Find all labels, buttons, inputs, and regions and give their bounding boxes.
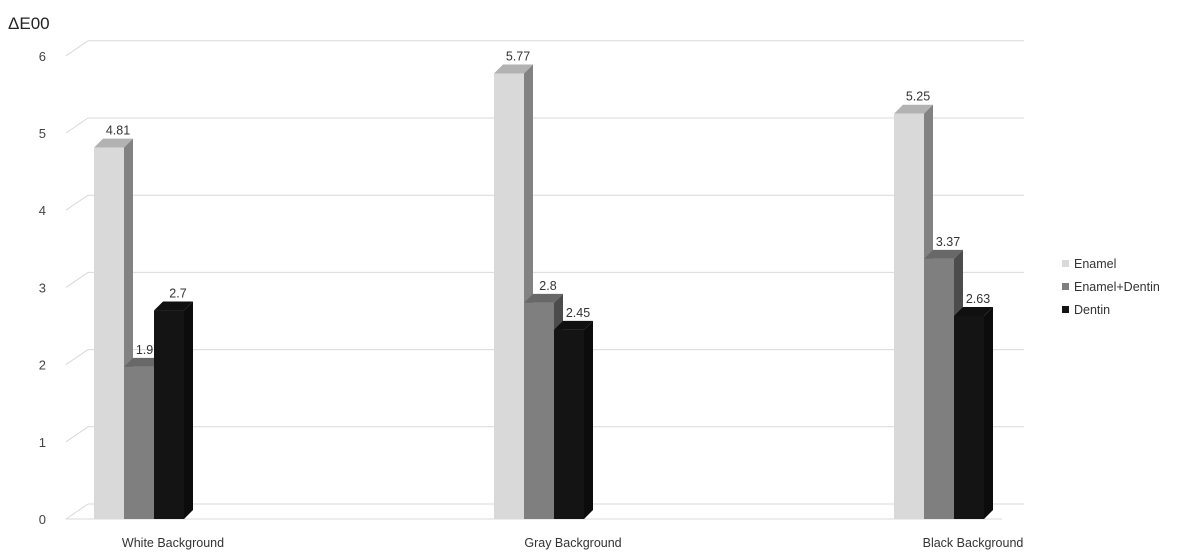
y-tick-label: 4 xyxy=(39,203,46,218)
y-ticks: 0 1 2 3 4 5 6 xyxy=(39,49,46,527)
bar xyxy=(154,301,193,519)
y-tick-label: 3 xyxy=(39,280,46,295)
data-label: 2.45 xyxy=(566,306,590,320)
data-label: 2.63 xyxy=(966,292,990,306)
bar-front xyxy=(924,258,954,519)
bar-top xyxy=(894,104,933,114)
y-tick-label: 5 xyxy=(39,126,46,141)
y-axis-label: ΔE00 xyxy=(8,14,50,33)
gridline-depth xyxy=(65,271,89,288)
legend-label: Enamel xyxy=(1074,256,1117,271)
bar-top xyxy=(954,306,993,316)
legend-swatch xyxy=(1062,260,1069,267)
data-label: 3.37 xyxy=(936,235,960,249)
x-tick-label: Gray Background xyxy=(524,536,621,550)
bar-front xyxy=(94,147,124,519)
bar xyxy=(494,64,533,519)
bar-group: 5.25 3.37 2.63 xyxy=(894,90,993,519)
bar-top xyxy=(94,138,133,148)
x-tick-label: White Background xyxy=(122,536,224,550)
x-tick-label: Black Background xyxy=(923,536,1024,550)
y-tick-label: 2 xyxy=(39,358,46,373)
gridline-depth xyxy=(65,349,89,366)
gridline-depth xyxy=(65,117,89,134)
bar-side xyxy=(184,301,193,519)
gridline-depth xyxy=(65,426,89,443)
legend: Enamel Enamel+Dentin Dentin xyxy=(1062,252,1160,321)
bar xyxy=(954,306,993,519)
gridline-depth xyxy=(65,40,89,57)
data-label: 2.8 xyxy=(539,279,556,293)
bar-top xyxy=(154,301,193,311)
gridline-depth xyxy=(65,194,89,211)
bar-top xyxy=(124,357,163,367)
data-label: 4.81 xyxy=(106,124,130,138)
bar-front xyxy=(154,310,184,519)
data-label: 2.7 xyxy=(169,287,186,301)
y-tick-label: 0 xyxy=(39,512,46,527)
bar-front xyxy=(954,315,984,519)
legend-swatch xyxy=(1062,283,1069,290)
bar-top xyxy=(524,293,563,303)
bar-side xyxy=(584,320,593,519)
bar-top xyxy=(494,64,533,74)
bar-front xyxy=(124,366,154,519)
bar-top xyxy=(554,320,593,330)
bar-front xyxy=(554,329,584,519)
data-label: 5.25 xyxy=(906,90,930,104)
bar-group: 5.77 2.8 2.45 xyxy=(494,50,593,519)
bar-top xyxy=(924,249,963,259)
y-tick-label: 1 xyxy=(39,435,46,450)
bar-side xyxy=(984,306,993,519)
legend-label: Enamel+Dentin xyxy=(1074,279,1160,294)
legend-label: Dentin xyxy=(1074,302,1111,317)
bar-group: 4.811.972.7 xyxy=(94,124,193,519)
y-tick-label: 6 xyxy=(39,49,46,64)
bar-front xyxy=(894,113,924,519)
data-label: 5.77 xyxy=(506,50,530,64)
legend-swatch xyxy=(1062,306,1069,313)
legend-item: Enamel xyxy=(1062,252,1160,275)
bar-front xyxy=(524,302,554,519)
legend-item: Dentin xyxy=(1062,298,1160,321)
bar-front xyxy=(494,73,524,519)
gridline-depth xyxy=(65,503,89,520)
legend-item: Enamel+Dentin xyxy=(1062,275,1160,298)
bar xyxy=(554,320,593,519)
